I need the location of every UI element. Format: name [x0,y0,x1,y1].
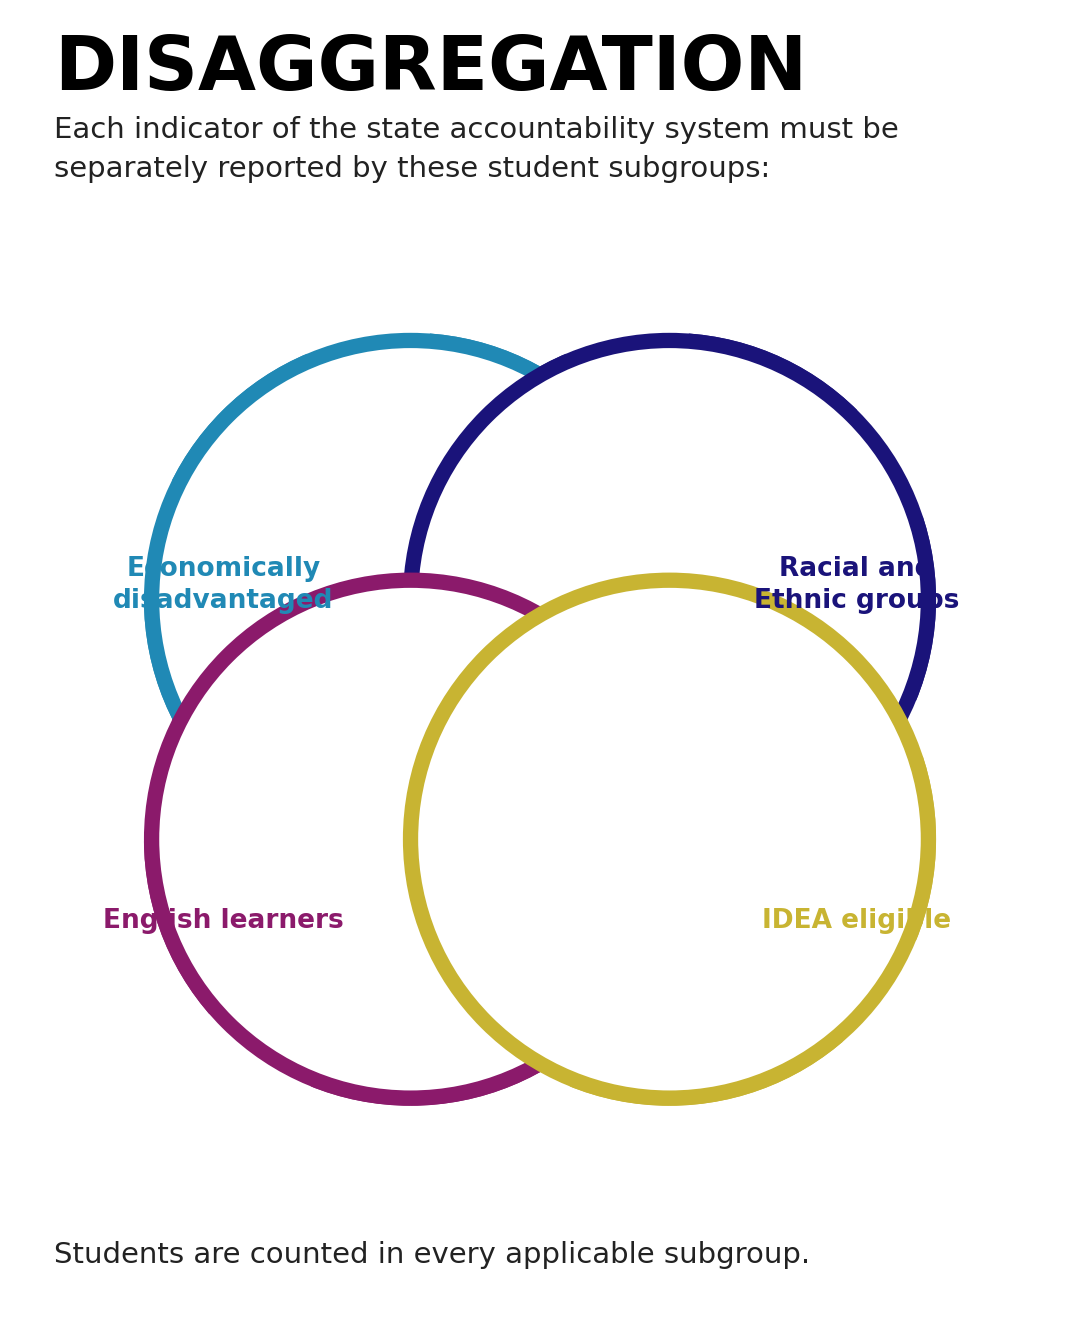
Text: DISAGGREGATION: DISAGGREGATION [54,33,807,107]
Text: Each indicator of the state accountability system must be
separately reported by: Each indicator of the state accountabili… [54,116,899,182]
Circle shape [410,341,929,858]
Text: Economically
disadvantaged: Economically disadvantaged [113,555,334,614]
Circle shape [151,341,670,858]
Text: Racial and
Ethnic groups: Racial and Ethnic groups [754,555,959,614]
Circle shape [410,581,929,1098]
Circle shape [151,581,670,1098]
Text: English learners: English learners [104,907,343,934]
Text: IDEA eligible: IDEA eligible [761,907,951,934]
Text: Students are counted in every applicable subgroup.: Students are counted in every applicable… [54,1241,810,1269]
